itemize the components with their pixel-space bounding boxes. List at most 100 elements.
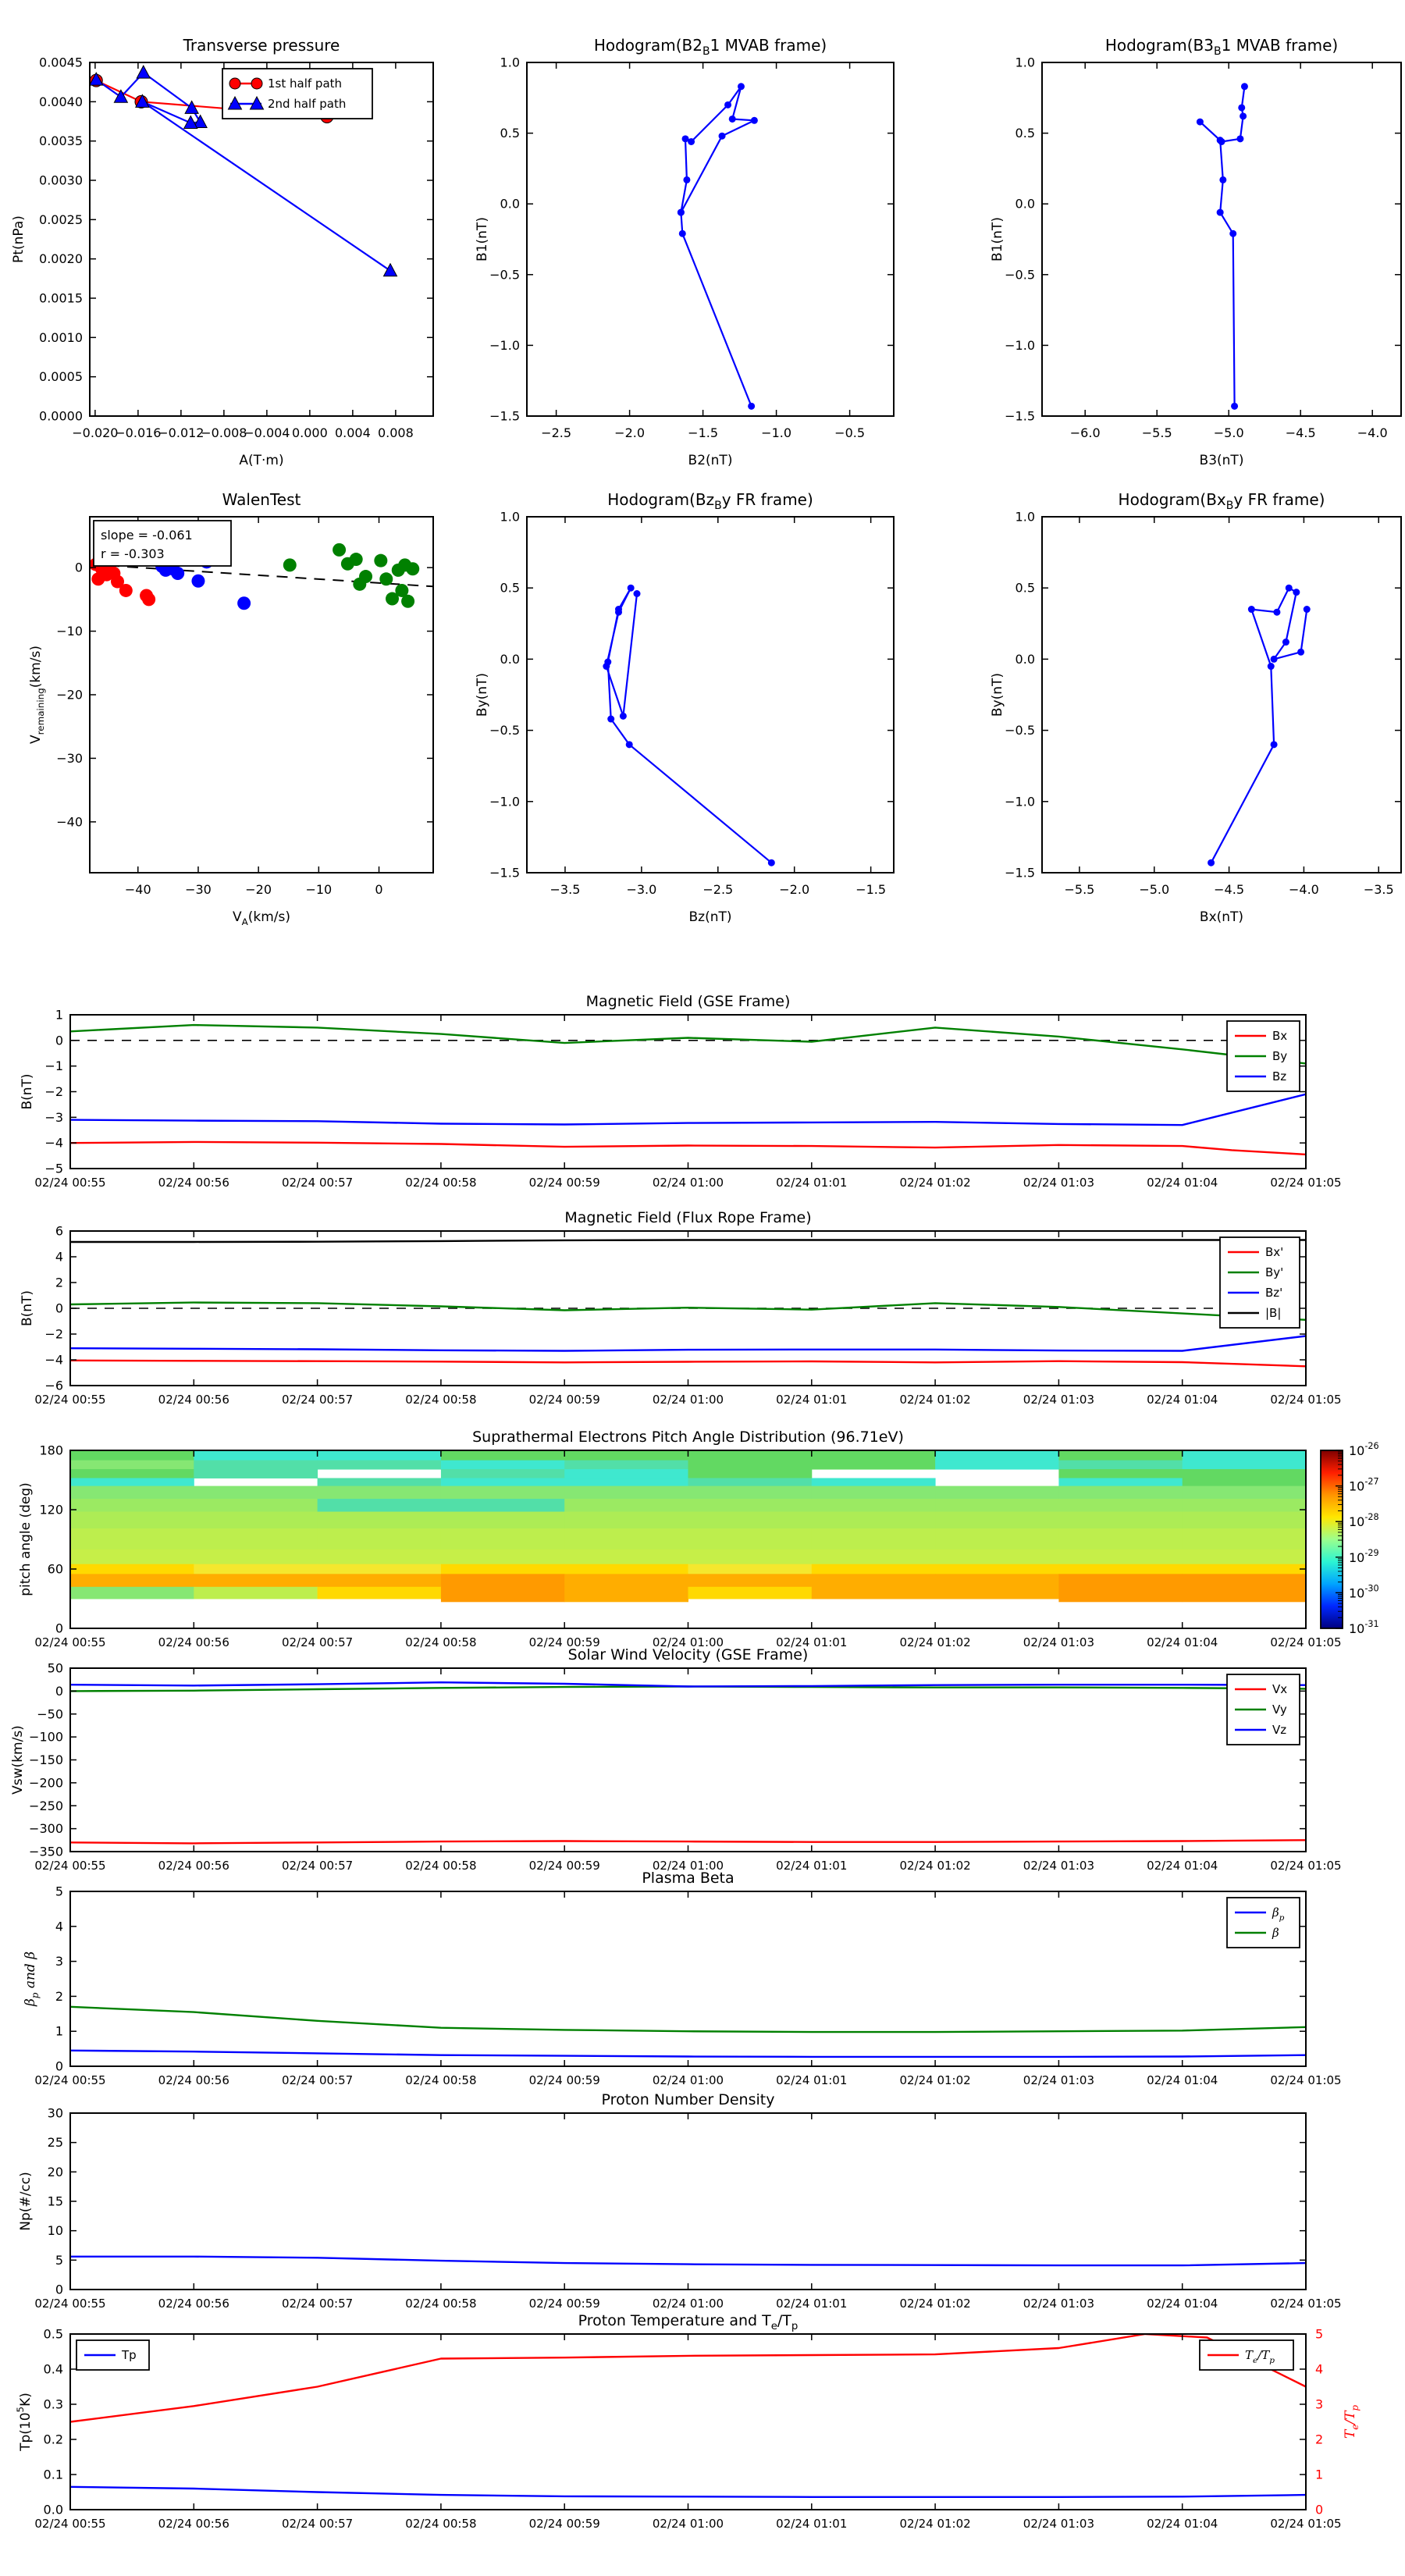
legend-temp: Tp <box>76 2339 150 2371</box>
axes-frame-np <box>69 2112 1307 2290</box>
y-tick-label: −1 <box>44 1059 63 1073</box>
x-tick-label: 02/24 00:58 <box>405 1176 476 1190</box>
y-axis-label: By(nT) <box>475 673 490 717</box>
series-Np-line <box>70 2255 1306 2267</box>
x-tick-label: 02/24 01:05 <box>1270 2073 1341 2087</box>
x-tick-label: −0.5 <box>834 425 865 440</box>
x-tick-label: −2.0 <box>779 882 809 897</box>
annotation-line: slope = -0.061 <box>101 528 193 543</box>
legend-item-label: By <box>1272 1049 1287 1063</box>
x-tick-label: 02/24 00:59 <box>529 2297 600 2311</box>
y-tick-label: −2 <box>44 1327 63 1342</box>
legend-vel: Vx Vy Vz <box>1226 1674 1300 1745</box>
x-tick-label: 02/24 01:04 <box>1147 1176 1218 1190</box>
x-tick-label: 02/24 01:05 <box>1270 2297 1341 2311</box>
x-tick-label: 02/24 00:58 <box>405 2297 476 2311</box>
x-tick-label: −5.5 <box>1142 425 1172 440</box>
x-tick-label: −0.020 <box>72 425 118 440</box>
plot-area-pressure <box>90 65 398 277</box>
legend-item-label: Vx <box>1272 1682 1287 1696</box>
y-axis-label: Vsw(km/s) <box>10 1725 26 1795</box>
series-Bx'-line <box>70 1359 1306 1368</box>
legend-item-label: β <box>1272 1926 1279 1940</box>
panel-hodo_bzby: −3.5 −3.0 −2.5 −2.0 −1.5 −1.5 −1.0 −0.5 0.0 0.5 1.… <box>475 490 895 925</box>
y-tick-label: −300 <box>29 1821 63 1836</box>
x-tick-label: 02/24 00:55 <box>34 1859 105 1873</box>
legend2-temp: Te/Tp <box>1199 2339 1294 2371</box>
series-By'-line <box>70 1301 1306 1321</box>
y-tick-label: −0.5 <box>1005 723 1035 738</box>
y-tick-label: 1.0 <box>1016 510 1035 525</box>
right-y-axis-label: Te/Tp <box>1343 2405 1361 2439</box>
x-tick-label: 02/24 00:55 <box>34 2297 105 2311</box>
x-tick-label: 02/24 00:56 <box>158 1859 229 1873</box>
x-tick-label: 0.008 <box>378 425 414 440</box>
x-tick-label: −1.5 <box>688 425 718 440</box>
y-tick-label: −0.5 <box>489 723 520 738</box>
y-axis-label: pitch angle (deg) <box>18 1482 34 1596</box>
y-axis-label: Np(#/cc) <box>18 2172 34 2230</box>
y-tick-label: −4 <box>44 1353 63 1368</box>
series-BxBypath-line <box>1210 587 1308 863</box>
x-tick-label: 02/24 01:02 <box>899 2297 970 2311</box>
axes-frame-pressure <box>89 62 434 417</box>
x-tick-label: 02/24 01:04 <box>1147 1859 1218 1873</box>
y-tick-label: 0 <box>55 1301 63 1316</box>
axes-frame-walen <box>89 516 434 873</box>
panel-vel: 02/24 00:55 02/24 00:56 02/24 00:57 02/24 0… <box>10 1646 1342 1873</box>
x-tick-label: 02/24 01:00 <box>653 2297 724 2311</box>
annotation-box: slope = -0.061 r = -0.303 <box>93 520 232 567</box>
colorbar-tick-label: 10-26 <box>1349 1441 1379 1458</box>
y-tick-label: −6 <box>44 1379 63 1393</box>
x-tick-label: 02/24 00:59 <box>529 2517 600 2531</box>
series-Bx-line <box>70 1140 1306 1156</box>
panel-title: Magnetic Field (Flux Rope Frame) <box>564 1209 811 1226</box>
colorbar: 10-26 10-27 10-28 10-29 10-30 10-31 <box>1320 1441 1379 1636</box>
y-axis-label: By(nT) <box>990 673 1005 717</box>
x-tick-label: 02/24 00:58 <box>405 1859 476 1873</box>
x-tick-label: 02/24 01:02 <box>899 2073 970 2087</box>
x-tick-label: 02/24 00:56 <box>158 1176 229 1190</box>
panel-title: Hodogram(BzBy FR frame) <box>607 490 813 512</box>
colorbar-tick-label: 10-31 <box>1349 1619 1379 1636</box>
series-betap-line <box>70 2049 1306 2058</box>
x-tick-label: −4.0 <box>1289 882 1319 897</box>
x-axis-label: B3(nT) <box>1200 453 1244 468</box>
x-tick-label: 02/24 00:57 <box>282 1393 353 1407</box>
x-tick-label: 02/24 00:59 <box>529 1176 600 1190</box>
series-Vz-line <box>70 1681 1306 1688</box>
y-tick-label: −200 <box>29 1775 63 1790</box>
x-tick-label: −3.5 <box>1364 882 1394 897</box>
series-Bz'-line <box>70 1335 1306 1352</box>
legend-item-label: Tp <box>121 2348 137 2362</box>
legend-gse: Bx By Bz <box>1226 1020 1300 1092</box>
y-tick-label: 2 <box>55 1989 63 2004</box>
x-tick-label: 0.004 <box>335 425 371 440</box>
legend-item-label: 1st half path <box>268 76 342 91</box>
x-tick-label: 02/24 00:55 <box>34 2073 105 2087</box>
right-y-tick-label: 0 <box>1315 2503 1323 2517</box>
x-tick-label: 02/24 01:04 <box>1147 1635 1218 1649</box>
x-tick-label: 02/24 01:05 <box>1270 2517 1341 2531</box>
legend-item-label: βp <box>1272 1905 1285 1923</box>
y-tick-label: −1.0 <box>1005 338 1035 353</box>
x-tick-label: 02/24 00:55 <box>34 1176 105 1190</box>
right-y-tick-label: 1 <box>1315 2467 1323 2482</box>
y-tick-label: −150 <box>29 1752 63 1767</box>
y-tick-label: 60 <box>48 1562 63 1577</box>
panel-title: Suprathermal Electrons Pitch Angle Distr… <box>472 1429 904 1446</box>
x-tick-label: 02/24 01:00 <box>653 1393 724 1407</box>
y-tick-label: −30 <box>56 751 83 766</box>
x-tick-label: 0.000 <box>292 425 328 440</box>
x-tick-label: −2.0 <box>614 425 645 440</box>
y-tick-label: 0.0020 <box>39 251 83 266</box>
colorbar-tick-label: 10-27 <box>1349 1477 1379 1494</box>
x-tick-label: 02/24 01:03 <box>1023 2073 1094 2087</box>
plot-area-gse <box>70 1023 1306 1156</box>
scatter-2nd-half <box>283 543 420 608</box>
legend-item-label: |B| <box>1265 1306 1281 1320</box>
x-tick-label: −5.0 <box>1214 425 1244 440</box>
panel-title: WalenTest <box>222 490 301 509</box>
x-tick-label: −4.0 <box>1357 425 1388 440</box>
y-tick-label: 0.1 <box>44 2467 63 2482</box>
